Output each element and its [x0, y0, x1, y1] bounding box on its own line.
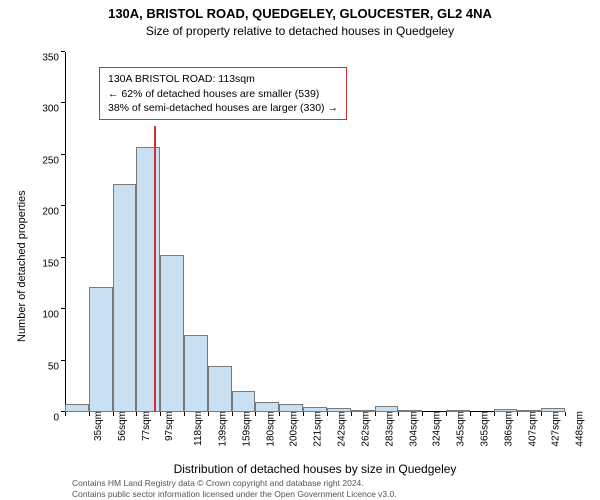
histogram-bar [303, 407, 327, 412]
x-tick-mark [375, 412, 376, 416]
y-tick-mark [61, 257, 65, 258]
x-tick-mark [89, 412, 90, 416]
histogram-bar [517, 410, 541, 412]
x-tick-label: 407sqm [527, 411, 538, 447]
x-tick-mark [494, 412, 495, 416]
histogram-bar [494, 409, 518, 412]
histogram-bar [351, 410, 375, 412]
plot-area: 05010015020025030035035sqm56sqm77sqm97sq… [65, 52, 565, 412]
x-tick-mark [136, 412, 137, 416]
x-tick-label: 242sqm [337, 411, 348, 447]
y-tick-label: 350 [9, 53, 65, 64]
x-tick-mark [470, 412, 471, 416]
x-tick-mark [208, 412, 209, 416]
histogram-bar [446, 410, 470, 412]
x-tick-label: 180sqm [265, 411, 276, 447]
chart-title: 130A, BRISTOL ROAD, QUEDGELEY, GLOUCESTE… [0, 6, 600, 21]
x-tick-mark [160, 412, 161, 416]
y-tick-label: 150 [9, 258, 65, 269]
histogram-bar [160, 255, 184, 412]
histogram-bar [255, 402, 279, 412]
x-tick-label: 365sqm [480, 411, 491, 447]
x-tick-label: 159sqm [241, 411, 252, 447]
histogram-bar [136, 147, 160, 412]
y-tick-label: 300 [9, 104, 65, 115]
callout-line: 130A BRISTOL ROAD: 113sqm [108, 72, 338, 86]
chart-subtitle: Size of property relative to detached ho… [0, 24, 600, 38]
x-tick-label: 97sqm [164, 411, 175, 441]
x-tick-label: 200sqm [289, 411, 300, 447]
x-tick-label: 221sqm [313, 411, 324, 447]
x-tick-mark [327, 412, 328, 416]
x-tick-label: 345sqm [456, 411, 467, 447]
x-tick-label: 139sqm [218, 411, 229, 447]
x-tick-label: 77sqm [141, 411, 152, 441]
x-tick-mark [517, 412, 518, 416]
y-tick-label: 0 [9, 413, 65, 424]
histogram-bar [65, 404, 89, 412]
callout-box: 130A BRISTOL ROAD: 113sqm← 62% of detach… [99, 67, 347, 120]
y-tick-mark [61, 102, 65, 103]
histogram-bar [89, 287, 113, 412]
x-axis-label: Distribution of detached houses by size … [65, 462, 565, 476]
histogram-bar [279, 404, 303, 412]
x-tick-label: 448sqm [575, 411, 586, 447]
x-tick-mark [422, 412, 423, 416]
y-axis-line [65, 52, 66, 412]
x-tick-label: 35sqm [93, 411, 104, 441]
y-tick-mark [61, 205, 65, 206]
callout-line: ← 62% of detached houses are smaller (53… [108, 87, 338, 101]
y-tick-label: 100 [9, 310, 65, 321]
chart-container: 130A, BRISTOL ROAD, QUEDGELEY, GLOUCESTE… [0, 0, 600, 500]
histogram-bar [327, 408, 351, 412]
x-tick-mark [398, 412, 399, 416]
footer-line-2: Contains public sector information licen… [72, 489, 397, 499]
x-tick-label: 262sqm [360, 411, 371, 447]
y-tick-label: 200 [9, 207, 65, 218]
x-tick-label: 304sqm [408, 411, 419, 447]
histogram-bar [232, 391, 256, 412]
x-tick-mark [565, 412, 566, 416]
y-tick-mark [61, 360, 65, 361]
x-tick-mark [113, 412, 114, 416]
callout-line: 38% of semi-detached houses are larger (… [108, 101, 338, 115]
x-tick-label: 386sqm [503, 411, 514, 447]
x-tick-label: 427sqm [551, 411, 562, 447]
footer-line-1: Contains HM Land Registry data © Crown c… [72, 478, 364, 488]
x-tick-mark [351, 412, 352, 416]
x-tick-label: 56sqm [117, 411, 128, 441]
y-tick-mark [61, 308, 65, 309]
property-marker-line [154, 126, 156, 412]
x-tick-mark [65, 412, 66, 416]
y-tick-mark [61, 51, 65, 52]
y-tick-mark [61, 154, 65, 155]
x-tick-mark [446, 412, 447, 416]
x-tick-label: 118sqm [193, 411, 204, 446]
x-tick-label: 283sqm [384, 411, 395, 447]
histogram-bar [184, 335, 208, 412]
histogram-bar [113, 184, 137, 412]
x-tick-mark [279, 412, 280, 416]
x-tick-mark [303, 412, 304, 416]
x-tick-label: 324sqm [432, 411, 443, 447]
x-tick-mark [232, 412, 233, 416]
y-tick-label: 250 [9, 155, 65, 166]
histogram-bar [541, 408, 565, 412]
x-tick-mark [541, 412, 542, 416]
y-tick-label: 50 [9, 361, 65, 372]
histogram-bar [208, 366, 232, 412]
x-tick-mark [255, 412, 256, 416]
x-tick-mark [184, 412, 185, 416]
histogram-bar [398, 410, 422, 412]
histogram-bar [375, 406, 399, 412]
